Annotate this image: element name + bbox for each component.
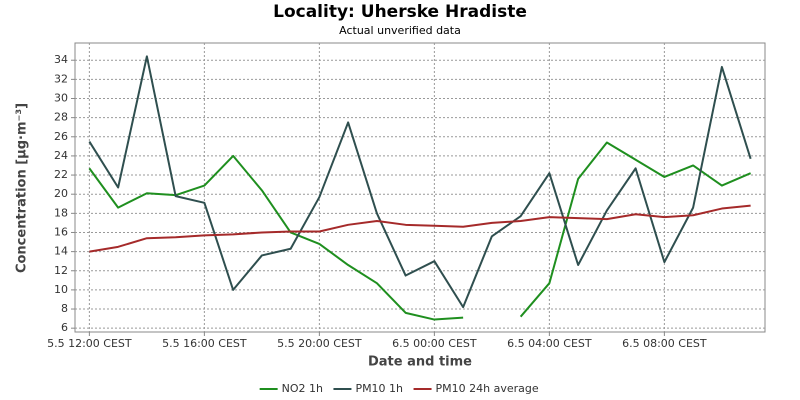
y-tick-label: 8 [61, 302, 68, 315]
y-tick-label: 32 [54, 72, 68, 85]
y-tick-label: 6 [61, 321, 68, 334]
y-tick-label: 20 [54, 187, 68, 200]
series-line [88, 55, 752, 309]
x-tick-label: 6.5 00:00 CEST [392, 337, 477, 350]
y-tick-label: 24 [54, 149, 68, 162]
x-axis-label: Date and time [368, 355, 472, 370]
y-tick-label: 28 [54, 111, 68, 124]
x-tick-label: 5.5 16:00 CEST [162, 337, 247, 350]
y-tick-label: 16 [54, 225, 68, 238]
y-tick-label: 30 [54, 92, 68, 105]
series-line [88, 141, 752, 321]
y-tick-label: 34 [54, 53, 68, 66]
legend-label: PM10 1h [355, 382, 403, 395]
legend-label: PM10 24h average [436, 382, 539, 395]
y-tick-label: 10 [54, 283, 68, 296]
y-axis-label: Concentration [µg·m⁻³] [15, 103, 30, 273]
y-tick-label: 12 [54, 264, 68, 277]
y-tick-label: 18 [54, 206, 68, 219]
series-line [89, 204, 751, 253]
y-tick-label: 22 [54, 168, 68, 181]
x-tick-label: 5.5 12:00 CEST [47, 337, 132, 350]
y-tick-label: 14 [54, 245, 68, 258]
x-tick-label: 5.5 20:00 CEST [277, 337, 362, 350]
chart-subtitle: Actual unverified data [339, 24, 461, 37]
x-tick-label: 6.5 08:00 CEST [622, 337, 707, 350]
y-tick-label: 26 [54, 130, 68, 143]
plot-area [74, 42, 766, 333]
chart-title: Locality: Uherske Hradiste [273, 2, 527, 22]
x-tick-label: 6.5 04:00 CEST [507, 337, 592, 350]
legend-label: NO2 1h [282, 382, 323, 395]
